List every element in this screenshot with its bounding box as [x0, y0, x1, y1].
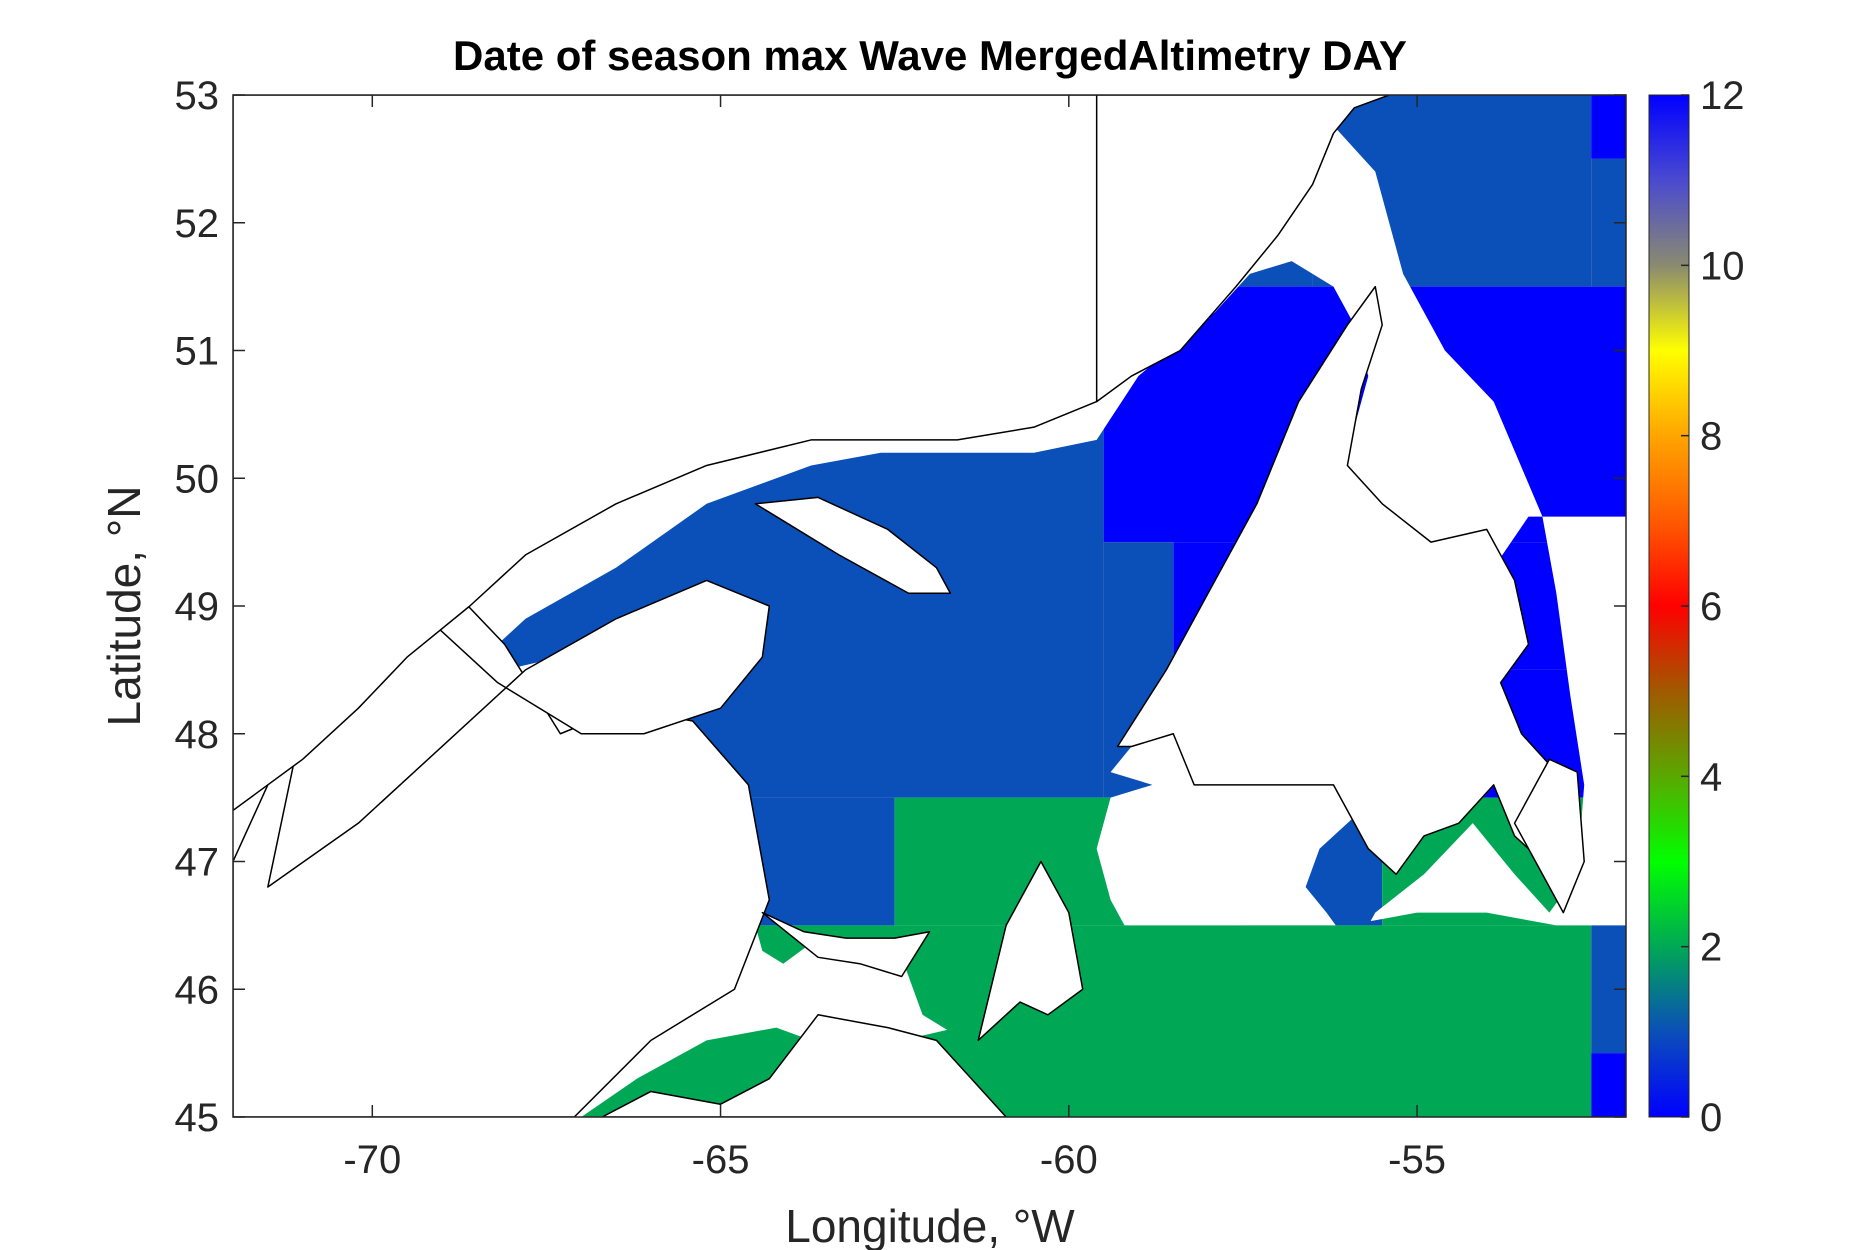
colorbar-tick-label: 0	[1700, 1096, 1722, 1140]
landmass-anticosti	[754, 496, 952, 594]
landmass-labrador	[233, 95, 1390, 403]
value-cell	[1591, 95, 1626, 159]
colorbar-tick-label: 8	[1700, 415, 1722, 459]
y-tick-label: 48	[175, 713, 220, 757]
landmass-nova-scotia	[601, 1014, 1007, 1117]
x-tick-label: -60	[1040, 1138, 1098, 1182]
y-tick-label: 45	[175, 1096, 220, 1140]
colorbar-tick-label: 6	[1700, 585, 1722, 629]
x-tick-label: -65	[692, 1138, 750, 1182]
y-axis-label: Latitude, °N	[98, 486, 150, 727]
landmass-cape-breton	[977, 860, 1084, 1042]
landmass-avalon	[1513, 758, 1585, 914]
map-area	[233, 95, 1626, 1117]
y-tick-label: 52	[175, 202, 220, 246]
colorbar: 0 2 4 6 8 10 12	[1648, 74, 1745, 1140]
y-axis-ticks: 45 46 47 48 49 50 51 52 53	[175, 74, 1626, 1140]
colorbar-tick-label: 2	[1700, 926, 1722, 970]
landmasses	[233, 95, 1585, 1117]
y-tick-label: 49	[175, 585, 220, 629]
x-axis-ticks: -70 -65 -60 -55	[343, 95, 1446, 1182]
x-axis-label: Longitude, °W	[785, 1200, 1075, 1250]
x-tick-label: -55	[1388, 1138, 1446, 1182]
x-tick-label: -70	[343, 1138, 401, 1182]
colorbar-tick-label: 10	[1700, 244, 1745, 288]
landmass-north-shore	[233, 95, 1098, 812]
y-tick-label: 51	[175, 330, 220, 374]
value-cell	[1591, 1053, 1626, 1117]
y-tick-label: 47	[175, 841, 220, 885]
y-tick-label: 46	[175, 968, 220, 1012]
colorbar-tick-label: 12	[1700, 74, 1745, 118]
chart-title: Date of season max Wave MergedAltimetry …	[453, 32, 1407, 79]
y-tick-label: 50	[175, 457, 220, 501]
landmass-pei	[761, 911, 931, 978]
colorbar-ticks: 0 2 4 6 8 10 12	[1681, 74, 1745, 1140]
y-tick-label: 53	[175, 74, 220, 118]
landmass-newfoundland	[1116, 285, 1572, 876]
colorbar-tick-label: 4	[1700, 755, 1722, 799]
